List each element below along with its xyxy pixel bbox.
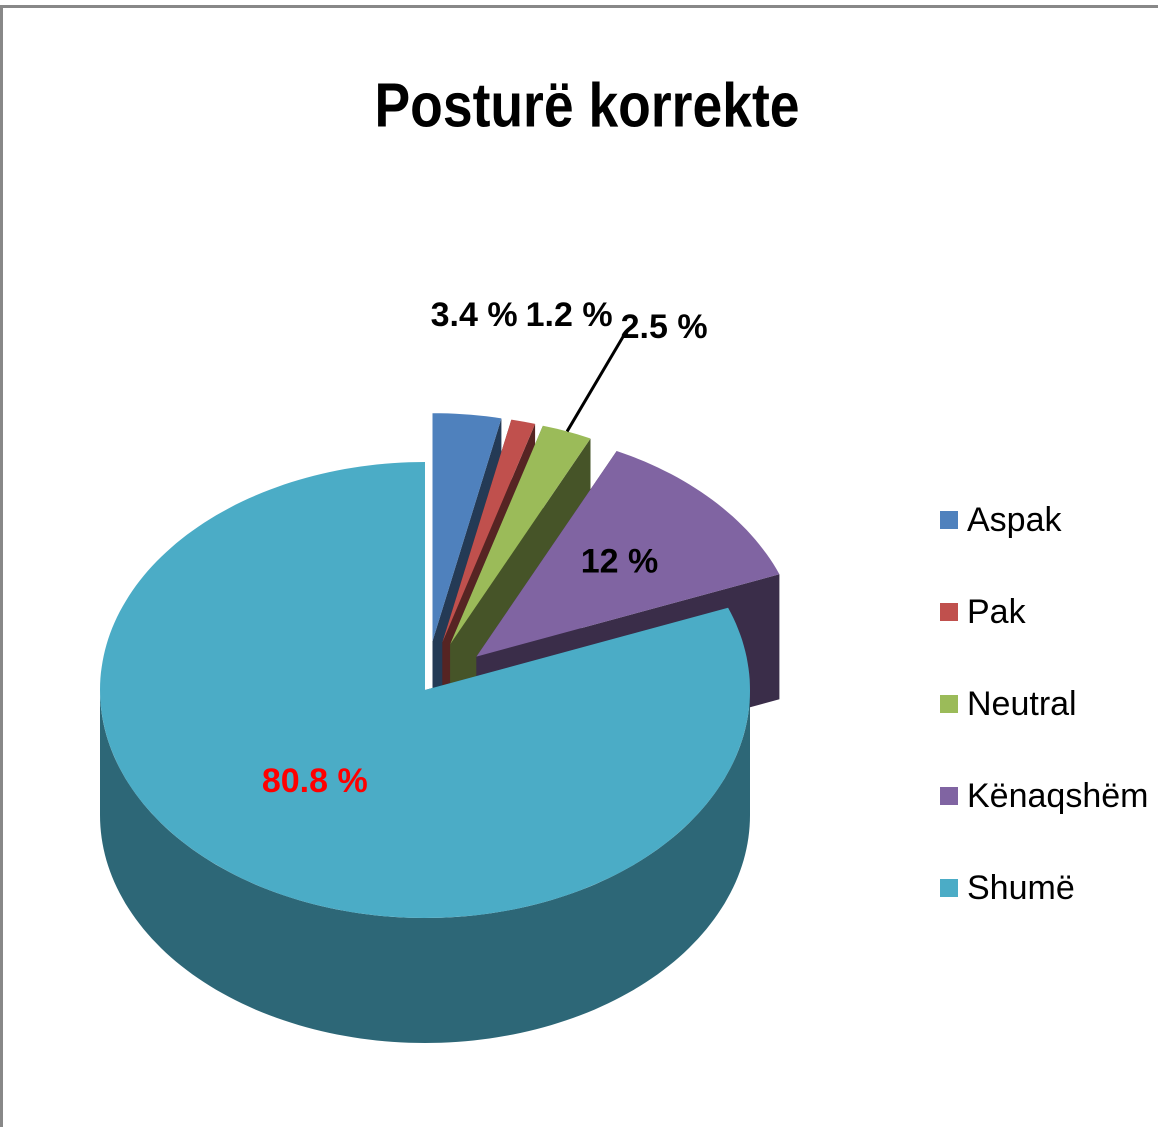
slice <box>442 419 536 643</box>
leader-line <box>565 333 629 433</box>
slice <box>432 413 502 642</box>
legend-label: Pak <box>967 593 1027 631</box>
legend-label: Aspak <box>967 501 1062 539</box>
slice <box>450 425 591 645</box>
legend-swatch <box>940 787 958 805</box>
slice-side <box>100 690 750 1043</box>
data-label: 80.8 % <box>262 762 368 800</box>
legend-swatch <box>940 695 958 713</box>
legend-swatch <box>940 879 958 897</box>
legend-label: Neutral <box>967 685 1077 723</box>
legend-swatch <box>940 603 958 621</box>
slice <box>476 451 780 657</box>
data-label: 12 % <box>581 543 659 581</box>
data-label: 1.2 % <box>526 296 613 334</box>
legend-label: Kënaqshëm <box>967 777 1148 815</box>
legend-label: Shumë <box>967 869 1075 907</box>
data-label: 2.5 % <box>621 308 708 346</box>
chart-title: Posturë korrekte <box>375 71 800 140</box>
data-label: 3.4 % <box>431 296 518 334</box>
slice <box>100 462 750 918</box>
legend-swatch <box>940 511 958 529</box>
